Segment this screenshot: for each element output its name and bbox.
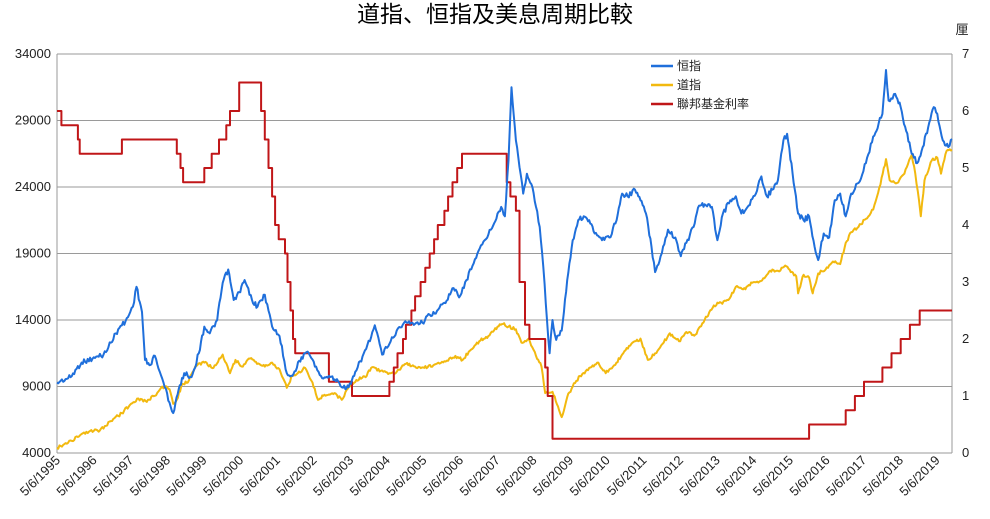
left-axis-ticks: 4000 9000 14000 19000 24000 29000 34000 [15, 46, 51, 460]
left-axis-tick-label: 29000 [15, 113, 51, 128]
right-axis-tick-label: 3 [962, 274, 969, 289]
series-line-hsi [56, 69, 953, 415]
x-axis-tick-label: 5/6/2010 [566, 453, 612, 499]
left-axis-tick-label: 34000 [15, 46, 51, 61]
left-axis-tick-label: 19000 [15, 246, 51, 261]
legend-label: 道指 [677, 77, 701, 92]
right-axis-tick-label: 6 [962, 103, 969, 118]
series-line-fed-rate [57, 81, 952, 440]
left-axis-tick-label: 14000 [15, 312, 51, 327]
right-axis-ticks: 0 1 2 3 4 5 6 7 [962, 46, 969, 460]
right-axis-tick-label: 7 [962, 46, 969, 61]
legend-label: 恒指 [677, 58, 701, 73]
right-axis-tick-label: 1 [962, 388, 969, 403]
right-axis-tick-label: 4 [962, 217, 969, 232]
right-axis-tick-label: 2 [962, 331, 969, 346]
gridlines [57, 53, 952, 454]
left-axis-tick-label: 24000 [15, 179, 51, 194]
left-axis-tick-label: 4000 [22, 445, 51, 460]
legend-label: 聯邦基金利率 [677, 96, 749, 111]
right-axis-unit: 厘 [955, 22, 968, 37]
series-layer [56, 69, 953, 450]
plot-area [56, 54, 953, 453]
x-axis-ticks: 5/6/19955/6/19965/6/19975/6/19985/6/1999… [17, 453, 943, 499]
right-axis-tick-label: 5 [962, 160, 969, 175]
x-axis-tick-label: 5/6/2019 [896, 453, 942, 499]
chart-title: 道指、恒指及美息周期比較 [357, 2, 633, 28]
series-line-dji [56, 148, 953, 450]
left-axis-tick-label: 9000 [22, 379, 51, 394]
right-axis-tick-label: 0 [962, 445, 969, 460]
